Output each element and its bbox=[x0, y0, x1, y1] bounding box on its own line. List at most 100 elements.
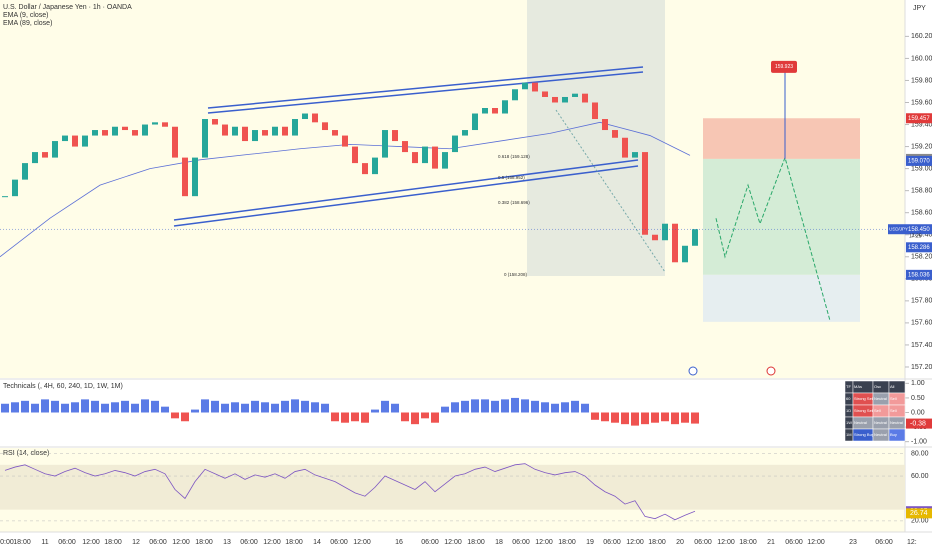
tech-current-label: -0.38 bbox=[910, 420, 926, 427]
tech-tick-label: -1.00 bbox=[911, 439, 927, 446]
tech-pane-bg bbox=[0, 380, 905, 446]
candle bbox=[432, 146, 438, 169]
tech-bar bbox=[491, 400, 499, 413]
price-tick-label: 158.400 bbox=[911, 232, 932, 239]
candle bbox=[692, 229, 698, 246]
candle bbox=[462, 130, 468, 136]
tech-bar bbox=[311, 402, 319, 413]
tech-bar bbox=[81, 399, 89, 413]
tech-tick-label: 0.50 bbox=[911, 395, 925, 402]
event-icon[interactable] bbox=[688, 366, 698, 376]
candle bbox=[162, 122, 168, 127]
tech-bar bbox=[571, 400, 579, 413]
tech-bar bbox=[21, 400, 29, 413]
table-text: Osc bbox=[874, 384, 881, 389]
table-text: Neutral bbox=[854, 420, 867, 425]
candle bbox=[602, 119, 608, 131]
candle bbox=[2, 196, 8, 198]
time-label: 06:00 bbox=[603, 539, 621, 546]
candle bbox=[392, 130, 398, 142]
title: U.S. Dollar / Japanese Yen · 1h · OANDA bbox=[3, 4, 132, 11]
price-tick-label: 158.800 bbox=[911, 187, 932, 194]
tech-bar bbox=[141, 399, 149, 413]
candle bbox=[652, 234, 658, 241]
candle bbox=[442, 152, 448, 169]
time-label: 18:00 bbox=[558, 539, 576, 546]
projection bbox=[715, 155, 831, 321]
price-tick-label: 157.800 bbox=[911, 298, 932, 305]
candle bbox=[352, 146, 358, 164]
candle bbox=[612, 130, 618, 138]
candle bbox=[572, 93, 578, 97]
currency[interactable]: JPY bbox=[913, 5, 926, 12]
event-icon[interactable] bbox=[766, 366, 776, 376]
candle bbox=[552, 96, 558, 103]
time-label: 06:00 bbox=[694, 539, 712, 546]
channel-bottom bbox=[173, 159, 639, 221]
tech-bar bbox=[41, 399, 49, 413]
time-label: 18:00 bbox=[739, 539, 757, 546]
tech-bar bbox=[591, 412, 599, 420]
axis-price-label: 159.070 bbox=[908, 158, 930, 164]
table-text: Sell bbox=[890, 396, 897, 401]
time-label: 18 bbox=[495, 539, 503, 546]
price-tick-label: 158.600 bbox=[911, 210, 932, 217]
tech-bar bbox=[641, 412, 649, 425]
tech-bar bbox=[321, 403, 329, 413]
table-text: Neutral bbox=[874, 432, 887, 437]
tech-bar bbox=[111, 402, 119, 413]
tech-bar bbox=[511, 397, 519, 413]
ema-slow bbox=[0, 121, 691, 258]
time-label: 12:00 bbox=[717, 539, 735, 546]
peak-label: 159.923 bbox=[775, 64, 793, 70]
time-label: 06:00 bbox=[330, 539, 348, 546]
tech-bar bbox=[451, 402, 459, 413]
time-label: 11 bbox=[41, 539, 48, 546]
tech-bar bbox=[631, 412, 639, 426]
table-text: Buy bbox=[890, 432, 897, 437]
time-label: 18:00 bbox=[104, 539, 122, 546]
axis-price-tag bbox=[906, 224, 932, 235]
candle bbox=[172, 126, 178, 158]
tech-bar bbox=[651, 412, 659, 423]
tech-bar bbox=[231, 402, 239, 413]
stop-zone bbox=[703, 118, 860, 159]
time-label: 18:00 bbox=[285, 539, 303, 546]
tech-bar bbox=[271, 403, 279, 413]
tech-bar bbox=[331, 412, 339, 422]
tech-bar bbox=[241, 403, 249, 413]
price-tick-label: 159.000 bbox=[911, 165, 932, 172]
rsi-line bbox=[4, 463, 696, 521]
candle bbox=[42, 152, 48, 158]
time-label: 06:00 bbox=[58, 539, 76, 546]
indicator-label: EMA (9, close) bbox=[3, 12, 49, 19]
rsi-tag bbox=[906, 508, 932, 519]
rsi-tag-label: 26.74 bbox=[910, 510, 928, 517]
candle bbox=[92, 130, 98, 136]
candle bbox=[232, 126, 238, 136]
candle bbox=[582, 93, 588, 103]
time-label: 13 bbox=[223, 539, 231, 546]
tech-tick-label: 1.00 bbox=[911, 380, 925, 387]
table-cell bbox=[888, 428, 906, 442]
time-label: 06:00 bbox=[785, 539, 803, 546]
tech-bar bbox=[601, 412, 609, 422]
candle bbox=[532, 82, 538, 92]
candle bbox=[662, 223, 668, 241]
price-tick-label: 157.600 bbox=[911, 320, 932, 327]
candle bbox=[472, 113, 478, 131]
candle bbox=[152, 122, 158, 125]
peak-tag bbox=[771, 60, 797, 73]
lower-zone bbox=[703, 274, 860, 322]
price-tick-label: 160.200 bbox=[911, 33, 932, 40]
tech-bar bbox=[11, 402, 19, 413]
rsi-tick-label: 20.00 bbox=[911, 518, 929, 525]
tech-bar bbox=[691, 412, 699, 424]
time-label: 12:00 bbox=[82, 539, 100, 546]
candle bbox=[112, 126, 118, 136]
candle bbox=[312, 113, 318, 123]
table-text: Neutral bbox=[874, 396, 887, 401]
candle bbox=[522, 82, 528, 90]
tech-bar bbox=[51, 400, 59, 413]
